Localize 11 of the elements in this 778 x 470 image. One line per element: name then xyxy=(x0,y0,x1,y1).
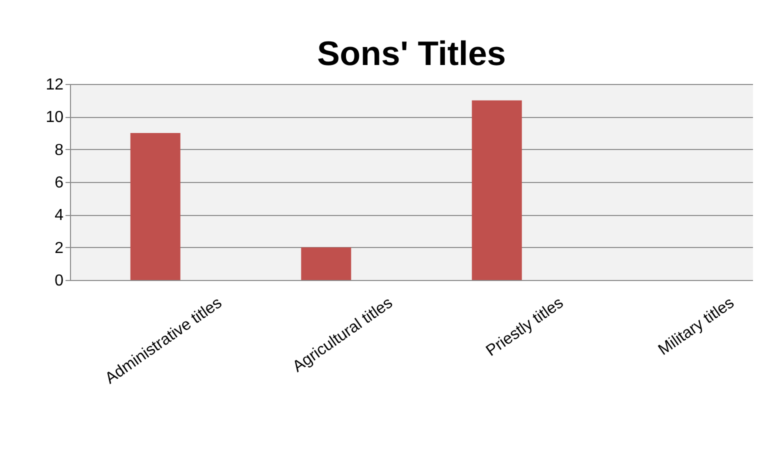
bar xyxy=(301,247,352,280)
y-tick-label: 12 xyxy=(46,76,64,94)
y-tick-label: 0 xyxy=(54,272,64,290)
y-tick-label: 4 xyxy=(54,207,64,224)
bar xyxy=(472,100,522,280)
y-tick-label: 2 xyxy=(54,240,64,257)
chart-title: Sons' Titles xyxy=(317,35,506,73)
y-tick-label: 8 xyxy=(54,142,64,159)
y-tick-label: 6 xyxy=(54,174,64,192)
bar xyxy=(130,133,180,280)
y-tick-label: 10 xyxy=(46,109,64,126)
